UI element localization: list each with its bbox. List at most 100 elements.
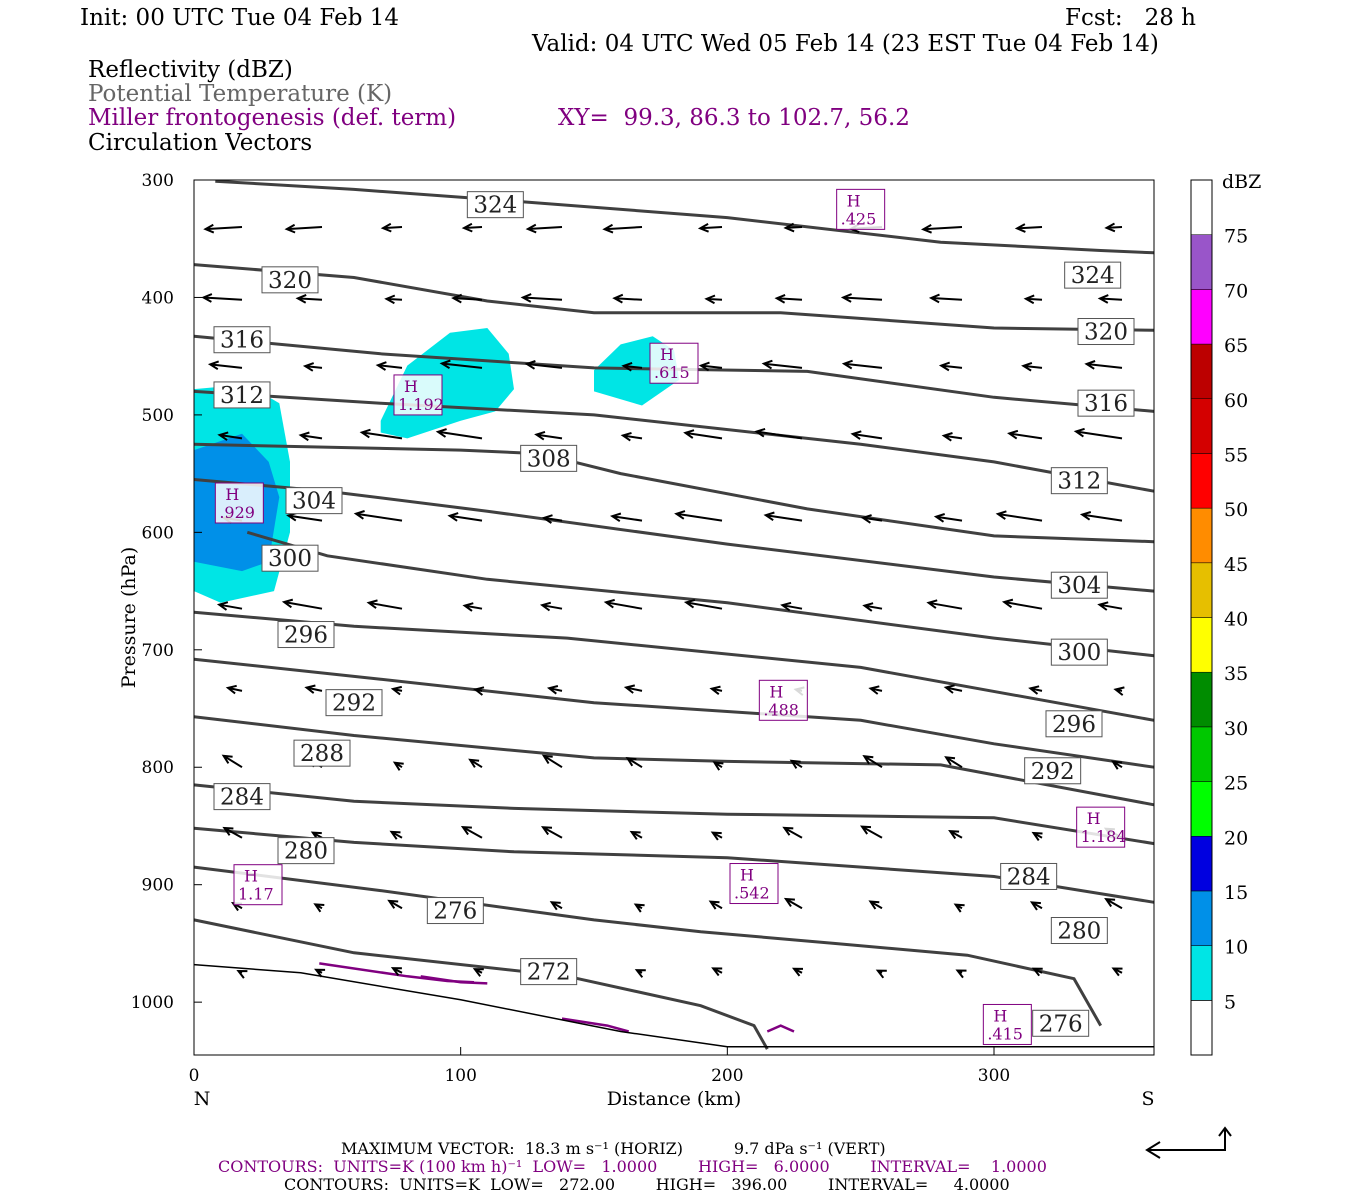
x-tick-label: 0 xyxy=(189,1066,200,1086)
circulation-vector xyxy=(284,223,323,234)
circulation-vector xyxy=(541,754,563,769)
plot-frame xyxy=(193,179,1155,1056)
frontogenesis-highs: H.929H1.192H.615H.425H.488H1.184H1.17H.5… xyxy=(214,188,1126,1045)
theta-label-box xyxy=(426,897,484,925)
y-tick-label: 600 xyxy=(142,523,174,543)
high-marker: H xyxy=(993,1006,1007,1025)
theta-label: 320 xyxy=(1084,320,1128,346)
circulation-vector xyxy=(1023,294,1043,305)
circulation-vector xyxy=(621,361,643,372)
high-value: .415 xyxy=(987,1024,1023,1043)
theta-label: 300 xyxy=(1057,640,1101,666)
colorbar-segment xyxy=(1190,562,1213,618)
circulation-vector xyxy=(366,599,403,610)
high-marker: H xyxy=(847,191,861,210)
circulation-vector xyxy=(541,514,563,524)
max-vector-line: MAXIMUM VECTOR: 18.3 m s⁻¹ (HORIZ) 9.7 d… xyxy=(341,1139,886,1158)
circulation-vector xyxy=(683,598,723,610)
field-potential-temperature: Potential Temperature (K) xyxy=(88,81,393,107)
y-tick-label: 500 xyxy=(142,406,174,426)
high-box xyxy=(649,342,699,384)
theta-contour-288 xyxy=(193,715,1155,807)
theta-label-box xyxy=(277,621,335,649)
high-value: .615 xyxy=(654,363,690,382)
circulation-vector xyxy=(761,359,803,370)
circulation-vector xyxy=(216,601,243,611)
circulation-vector xyxy=(534,430,563,441)
south-label: S xyxy=(1141,1088,1154,1110)
colorbar-segment xyxy=(1190,617,1213,673)
theta-label-box xyxy=(1050,917,1108,945)
high-marker: H xyxy=(740,866,754,885)
contour-labels: 324 324 320 320 316 316 312 312 308 304 304 300 300 2… xyxy=(213,191,1135,1037)
surface-line xyxy=(193,963,1154,1048)
circulation-vector xyxy=(1104,222,1123,233)
circulation-vector xyxy=(375,361,403,371)
theta-contour-320 xyxy=(193,263,1155,332)
circulation-vector xyxy=(674,510,723,522)
circulation-vector xyxy=(948,829,963,840)
circulation-vector xyxy=(633,903,645,913)
circulation-vector xyxy=(782,826,803,839)
theta-contour-312 xyxy=(193,389,1155,493)
x-axis-label: Distance (km) xyxy=(607,1088,742,1110)
high-box xyxy=(758,679,808,721)
axes: 300 400 500 600 700 800 900 1000 0 100 200 300 Dista… xyxy=(118,171,1155,1110)
circulation-vector xyxy=(1104,897,1123,910)
field-frontogenesis: Miller frontogenesis (def. term) xyxy=(88,105,457,131)
circulation-vector xyxy=(710,831,723,841)
colorbar-tick-label: 25 xyxy=(1224,773,1248,795)
theta-label-box xyxy=(293,739,351,767)
colorbar-tick-label: 15 xyxy=(1224,882,1248,904)
circulation-vector xyxy=(314,968,326,978)
high-box xyxy=(233,864,283,906)
theta-label: 280 xyxy=(284,839,328,865)
colorbar-unit-label: dBZ xyxy=(1222,171,1261,193)
circulation-vector xyxy=(928,293,963,304)
colorbar-tick-label: 30 xyxy=(1224,718,1248,740)
circulation-vector xyxy=(711,967,723,977)
circulation-vector xyxy=(1014,223,1043,233)
colorbar-segment xyxy=(1190,726,1213,782)
theta-label: 276 xyxy=(433,899,477,925)
colorbar-tick-label: 70 xyxy=(1224,280,1248,302)
high-marker: H xyxy=(244,867,258,886)
circulation-vector xyxy=(298,431,323,442)
circulation-vector xyxy=(304,684,323,694)
circulation-vector xyxy=(1113,686,1125,696)
circulation-vector xyxy=(789,759,803,769)
circulation-vector xyxy=(783,222,803,233)
theta-label: 296 xyxy=(1052,712,1096,738)
circulation-vector xyxy=(841,359,883,370)
colorbar-segment xyxy=(1190,398,1213,454)
colorbar-segment xyxy=(1190,671,1213,728)
circulation-vector xyxy=(1021,361,1043,372)
y-tick-label: 1000 xyxy=(131,993,174,1013)
theta-contours xyxy=(193,179,1155,1050)
circulation-vector xyxy=(840,293,883,303)
circulation-vector xyxy=(602,223,643,234)
terrain-line xyxy=(193,963,1154,1048)
circulation-vector xyxy=(783,897,803,910)
circulation-vector xyxy=(435,428,483,440)
circulation-vector xyxy=(447,512,483,522)
circulation-vector xyxy=(943,684,963,694)
circulation-vector xyxy=(1110,760,1123,770)
colorbar-frame xyxy=(1190,179,1213,1056)
theta-label: 292 xyxy=(332,691,376,717)
circulation-vector xyxy=(938,361,963,372)
theta-label-box xyxy=(1050,571,1108,599)
frontogenesis-contour xyxy=(561,1017,630,1033)
circulation-vector xyxy=(221,754,243,769)
frontogenesis-contour xyxy=(766,1024,795,1033)
colorbar-tick-label: 75 xyxy=(1224,226,1248,248)
reference-vector-arrow xyxy=(1145,1126,1232,1159)
y-axis-label: Pressure (hPa) xyxy=(118,547,140,689)
circulation-vector xyxy=(941,432,963,442)
theta-label-box xyxy=(1045,710,1103,738)
theta-contour-324 xyxy=(215,179,1155,255)
colorbar-segment xyxy=(1190,179,1213,235)
colorbar: 5 10 15 20 25 30 35 40 45 50 55 60 65 70 75 dBZ xyxy=(1190,171,1261,1056)
theta-label: 280 xyxy=(1057,919,1101,945)
